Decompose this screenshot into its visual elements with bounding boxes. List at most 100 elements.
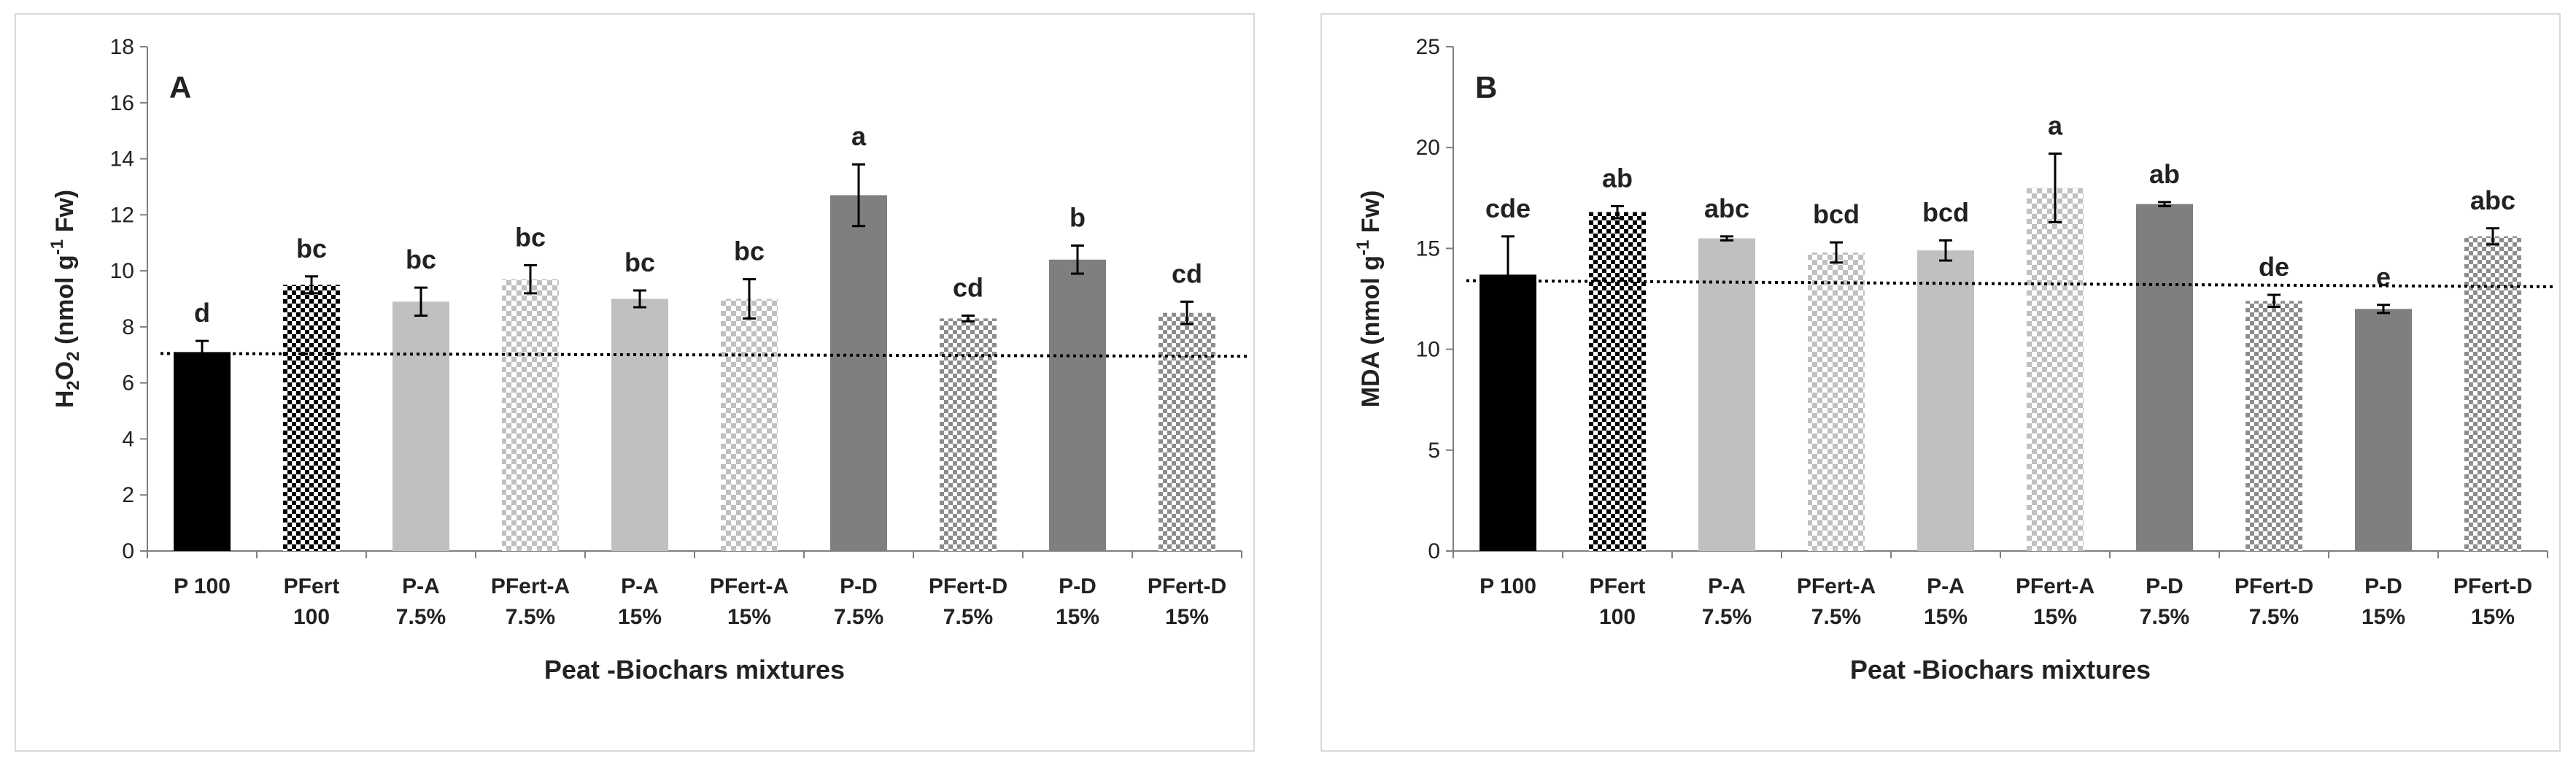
y-tick-label: 0 [1428, 539, 1440, 563]
significance-letter: bcd [1813, 199, 1860, 229]
significance-letter: d [194, 298, 210, 328]
category-label: PFert-A [1797, 574, 1876, 598]
category-sublabel: 15% [2033, 605, 2077, 629]
y-tick-label: 5 [1428, 439, 1440, 463]
chart-a-svg: 0 2 4 6 8 10 12 14 16 18 d P 100 bc PFert 100 bc P-A 7.5%… [47, 35, 1250, 685]
significance-letter: de [2259, 252, 2289, 282]
significance-letter: bc [406, 244, 436, 274]
significance-letter: bc [515, 222, 546, 252]
category-label: PFert-D [2453, 574, 2532, 598]
significance-letter: bcd [1922, 197, 1969, 227]
category-label: PFert-D [2235, 574, 2313, 598]
significance-letter: cd [1172, 258, 1202, 288]
category-sublabel: 15% [2362, 605, 2405, 629]
chart-panel-a: 0 2 4 6 8 10 12 14 16 18 d P 100 bc PFert 100 bc P-A 7.5%… [15, 13, 1255, 752]
bar-group: bcd [1917, 197, 1974, 551]
bar-group: abc [2464, 185, 2521, 551]
category-label: PFert-A [491, 574, 570, 598]
category-label: P-D [840, 574, 878, 598]
bar [392, 301, 449, 551]
bar-group: bc [502, 222, 559, 551]
y-tick-label: 25 [1416, 35, 1440, 59]
bar-group: ab [1589, 163, 1646, 551]
x-axis-title: Peat -Biochars mixtures [1850, 655, 2151, 685]
significance-letter: abc [1704, 193, 1749, 223]
significance-letter: bc [296, 234, 327, 263]
category-sublabel: 15% [727, 605, 771, 629]
reference-dotted-line [160, 352, 1250, 358]
bar [283, 285, 340, 551]
category-label: P 100 [1480, 574, 1536, 598]
reference-dotted-line [1466, 279, 2556, 288]
category-label: P-A [402, 574, 440, 598]
bar-group: de [2246, 252, 2302, 551]
bar [611, 298, 668, 551]
category-label: PFert-A [2016, 574, 2095, 598]
category-label: PFert [284, 574, 340, 598]
category-sublabel: 15% [1056, 605, 1099, 629]
y-tick-label: 10 [1416, 338, 1440, 362]
category-sublabel: 15% [618, 605, 662, 629]
bar [1808, 252, 1865, 551]
bar-group: bc [283, 234, 340, 551]
bar-group: e [2355, 262, 2412, 551]
y-axis-title: H2O2 (nmol g-1 Fw) [47, 190, 83, 408]
y-tick-label: 16 [110, 91, 134, 115]
category-sublabel: 7.5% [2249, 605, 2299, 629]
y-tick-label: 2 [122, 483, 134, 507]
y-tick-label: 4 [122, 427, 134, 451]
y-axis-title: MDA (nmol g-1 Fw) [1353, 190, 1385, 408]
significance-letter: abc [2470, 185, 2515, 215]
bar-group: d [174, 298, 231, 551]
category-sublabel: 7.5% [1811, 605, 1861, 629]
bar [2136, 204, 2193, 551]
y-tick-label: 15 [1416, 236, 1440, 261]
significance-letter: cd [953, 273, 983, 303]
category-sublabel: 7.5% [943, 605, 993, 629]
bar-group: cd [1159, 258, 1215, 551]
category-sublabel: 7.5% [1702, 605, 1752, 629]
chart-panel-b: 0 5 10 15 20 25 cde P 100 ab PFert 100 abc P-A 7.5% bc… [1320, 13, 2561, 752]
y-tick-label: 6 [122, 371, 134, 396]
category-label: P-D [2146, 574, 2184, 598]
category-sublabel: 7.5% [834, 605, 883, 629]
category-label: P-A [1927, 574, 1965, 598]
bar [2355, 309, 2412, 551]
y-tick-label: 20 [1416, 136, 1440, 160]
significance-letter: ab [2149, 159, 2180, 189]
bar [940, 318, 997, 551]
bar [1480, 274, 1536, 551]
bar [2246, 301, 2302, 551]
bar [2027, 188, 2084, 551]
y-tick-label: 14 [110, 147, 134, 171]
category-label: P-D [1059, 574, 1096, 598]
bar-group: a [2027, 110, 2084, 551]
category-label: P-A [621, 574, 659, 598]
category-sublabel: 15% [1165, 605, 1209, 629]
significance-letter: e [2376, 262, 2391, 292]
bar [502, 279, 559, 551]
bar [721, 298, 778, 551]
significance-letter: ab [1602, 163, 1633, 193]
bar-group: cde [1480, 193, 1536, 551]
panel-label: B [1475, 70, 1497, 104]
bar-group: a [830, 121, 887, 551]
significance-letter: a [2048, 110, 2063, 140]
y-tick-label: 0 [122, 539, 134, 563]
category-label: P-D [2364, 574, 2402, 598]
category-sublabel: 15% [2471, 605, 2515, 629]
panel-label: A [169, 70, 191, 104]
category-sublabel: 100 [293, 605, 330, 629]
bar-group: bcd [1808, 199, 1865, 551]
category-label: PFert-D [929, 574, 1007, 598]
bar-group: cd [940, 273, 997, 551]
bar [1917, 250, 1974, 551]
y-tick-label: 8 [122, 315, 134, 339]
bar-group: b [1049, 203, 1106, 551]
bar [1589, 212, 1646, 551]
y-tick-label: 18 [110, 35, 134, 59]
bar [174, 352, 231, 551]
significance-letter: bc [624, 247, 655, 277]
category-label: PFert-D [1148, 574, 1226, 598]
x-axis-title: Peat -Biochars mixtures [544, 655, 845, 685]
